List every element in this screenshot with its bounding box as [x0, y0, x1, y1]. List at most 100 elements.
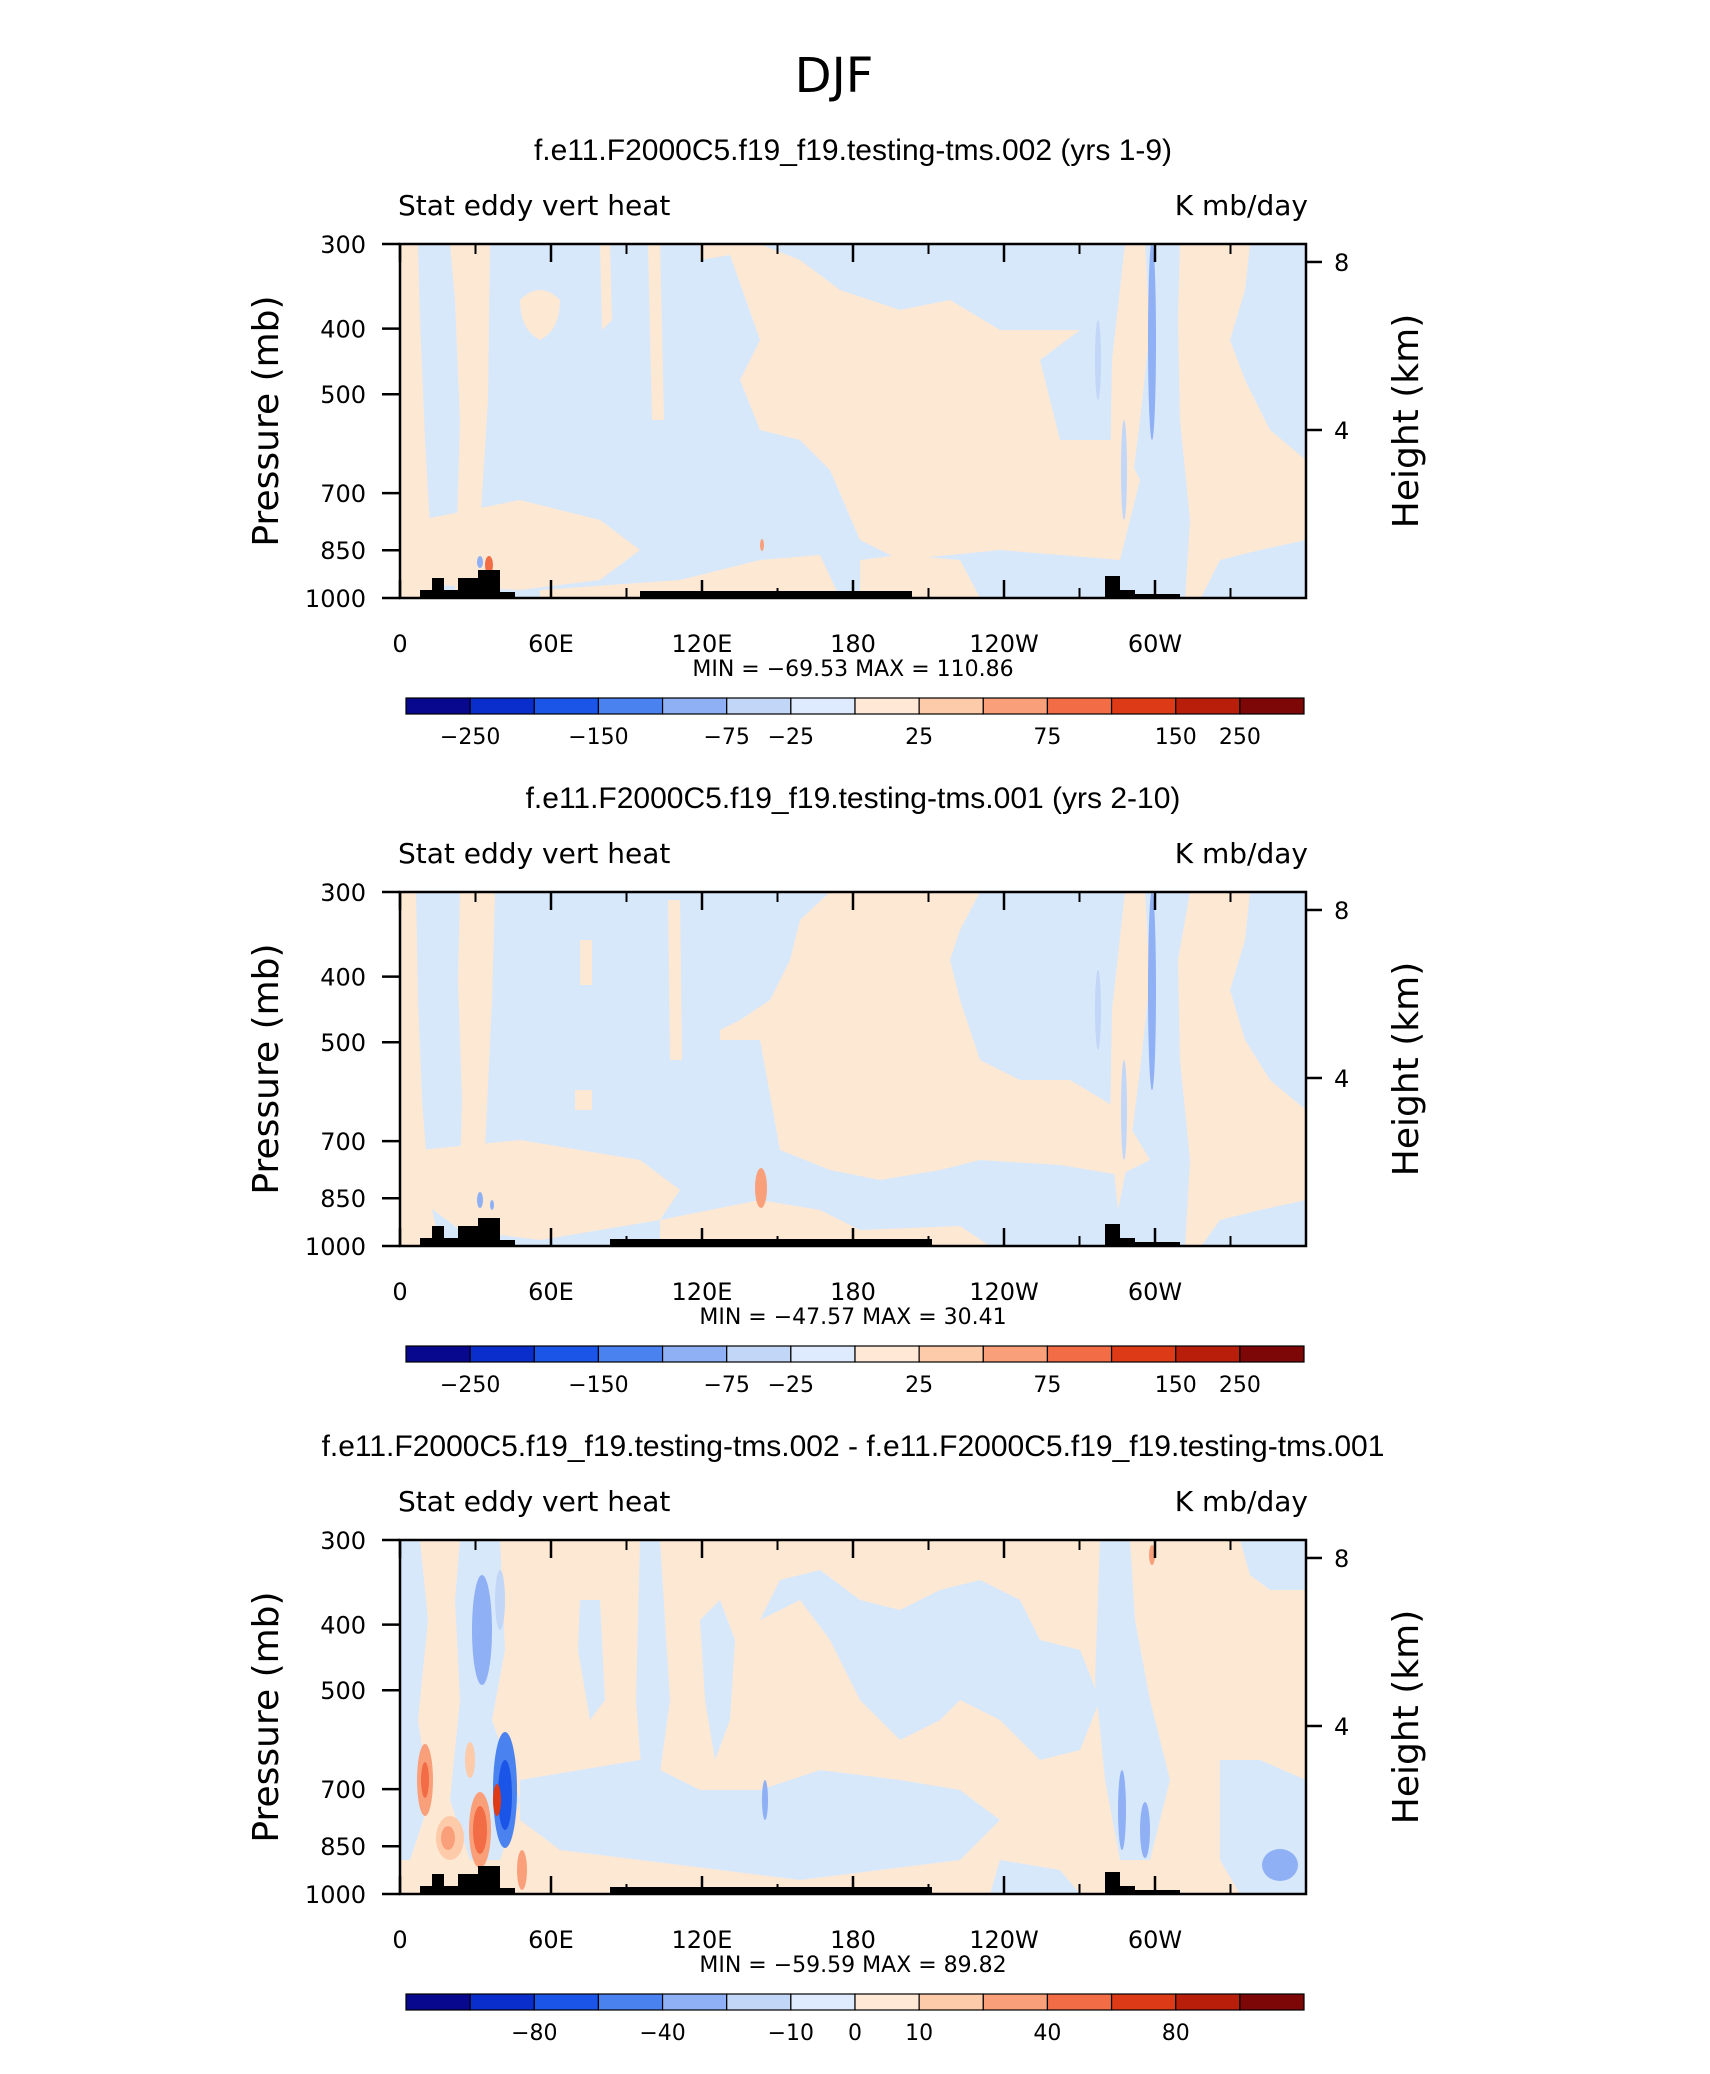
panel-2-lon-tick-label: 180	[830, 1278, 876, 1306]
panel-3-colorbar-label: −80	[511, 2021, 557, 2046]
panel-3-height-tick-label: 8	[1334, 1545, 1349, 1573]
panel-2-lon-tick-label: 0	[392, 1278, 407, 1306]
panel-2-pressure-tick-label: 700	[320, 1128, 366, 1156]
panel-1-colorbar-swatch	[726, 697, 792, 715]
panel-2-height-tick-label: 8	[1334, 897, 1349, 925]
panel-1-pressure-tick-label: 850	[320, 537, 366, 565]
panel-3-terrain-africa	[420, 1866, 515, 1894]
panel-1-colorbar-label: −150	[568, 725, 628, 750]
panel-3-variable-label: Stat eddy vert heat	[398, 1485, 670, 1518]
panel-1-pressure-axis-title: Pressure (mb)	[246, 295, 287, 546]
panel-1-lon-tick-label: 120W	[969, 630, 1039, 658]
panel-3-pressure-tick-label: 500	[320, 1677, 366, 1705]
panel-1-min-max-readout: MIN = −69.53 MAX = 110.86	[692, 657, 1013, 682]
panel-1-lon-tick-label: 60E	[528, 630, 574, 658]
panel-2-colorbar-swatch	[1175, 1345, 1241, 1363]
panel-1-colorbar-label: −75	[703, 725, 749, 750]
panel-1-pressure-tick-label: 1000	[305, 585, 366, 613]
panel-3-height-axis-title: Height (km)	[1386, 1610, 1427, 1824]
panel-1-colorbar-label: 75	[1033, 725, 1061, 750]
panel-3-contour-field	[400, 1540, 1306, 1894]
panel-1-pressure-tick-label: 500	[320, 381, 366, 409]
panel-3-colorbar-swatch	[918, 1993, 984, 2011]
panel-2-variable-label: Stat eddy vert heat	[398, 837, 670, 870]
panel-2-colorbar-label: −75	[703, 1373, 749, 1398]
panel-1-terrain-pacific	[640, 591, 912, 598]
panel-2-pressure-axis-title: Pressure (mb)	[246, 943, 287, 1194]
panel-1-colorbar-label: −25	[768, 725, 814, 750]
panel-3-colorbar-label: 0	[848, 2021, 862, 2046]
panel-1-lon-tick-label: 180	[830, 630, 876, 658]
panel-2-lon-tick-label: 120W	[969, 1278, 1039, 1306]
panel-1-lon-tick-label: 120E	[672, 630, 733, 658]
panel-3-colorbar-swatch	[854, 1993, 920, 2011]
panel-1-colorbar-swatch	[918, 697, 984, 715]
panel-2-units-label: K mb/day	[1175, 837, 1308, 870]
panel-3-colorbar-swatch	[469, 1993, 535, 2011]
panel-3-pressure-tick-label: 300	[320, 1527, 366, 1555]
panel-3-colorbar-label: −40	[639, 2021, 685, 2046]
panel-2-colorbar-label: −250	[440, 1373, 500, 1398]
panel-2-min-max-readout: MIN = −47.57 MAX = 30.41	[699, 1305, 1006, 1330]
panel-2-colorbar-label: 75	[1033, 1373, 1061, 1398]
panel-1-colorbar-swatch	[1110, 697, 1177, 715]
panel-3-pressure-tick-label: 1000	[305, 1881, 366, 1909]
panel-2-colorbar-swatch	[405, 1345, 471, 1363]
panel-3-colorbar-swatch	[1239, 1993, 1305, 2011]
panel-2-colorbar-swatch	[790, 1345, 856, 1363]
panel-1-colorbar-swatch	[854, 697, 920, 715]
panel-3-colorbar-swatch	[661, 1993, 728, 2011]
panel-3-colorbar-swatch	[1046, 1993, 1113, 2011]
panel-1-colorbar-swatch	[1239, 697, 1305, 715]
panel-1-height-tick-label: 8	[1334, 249, 1349, 277]
panel-1-pressure-tick-label: 300	[320, 231, 366, 259]
panel-2-contour-field	[400, 892, 1306, 1246]
panel-3-colorbar-label: 80	[1162, 2021, 1190, 2046]
figure-title: DJF	[795, 48, 874, 104]
panel-1-colorbar-label: 25	[905, 725, 933, 750]
panel-2: f.e11.F2000C5.f19_f19.testing-tms.001 (y…	[398, 782, 1308, 1248]
panel-1-pressure-tick-label: 700	[320, 480, 366, 508]
panel-1-colorbar-swatch	[533, 697, 600, 715]
panel-2-pressure-tick-label: 400	[320, 964, 366, 992]
panel-2-pressure-tick-label: 1000	[305, 1233, 366, 1261]
panel-3-title: f.e11.F2000C5.f19_f19.testing-tms.002 - …	[322, 1430, 1385, 1463]
panel-3-colorbar-label: −10	[768, 2021, 814, 2046]
panel-2-colorbar-label: 150	[1155, 1373, 1197, 1398]
panel-2-colorbar-swatch	[661, 1345, 728, 1363]
panel-3-terrain-pacific	[610, 1887, 932, 1894]
panel-1-pressure-tick-label: 400	[320, 316, 366, 344]
panel-2-colorbar-swatch	[854, 1345, 920, 1363]
panel-1-colorbar-label: −250	[440, 725, 500, 750]
panel-2-colorbar-label: −150	[568, 1373, 628, 1398]
panel-3-min-max-readout: MIN = −59.59 MAX = 89.82	[699, 1953, 1006, 1978]
panel-3-lon-tick-label: 180	[830, 1926, 876, 1954]
panel-1-terrain-americas	[1105, 576, 1180, 598]
panel-3-colorbar-label: 10	[905, 2021, 933, 2046]
panel-2-pressure-tick-label: 300	[320, 879, 366, 907]
panel-1-colorbar-swatch	[1175, 697, 1241, 715]
panel-1-height-axis-title: Height (km)	[1386, 314, 1427, 528]
panel-3: f.e11.F2000C5.f19_f19.testing-tms.002 - …	[322, 1430, 1385, 1896]
panel-3-pressure-tick-label: 850	[320, 1833, 366, 1861]
panel-2-colorbar-label: 25	[905, 1373, 933, 1398]
panel-2-colorbar-swatch	[1046, 1345, 1113, 1363]
panel-2-colorbar-swatch	[597, 1345, 664, 1363]
panel-3-units-label: K mb/day	[1175, 1485, 1308, 1518]
panel-2-title: f.e11.F2000C5.f19_f19.testing-tms.001 (y…	[526, 782, 1181, 815]
panel-3-height-tick-label: 4	[1334, 1713, 1349, 1741]
panel-3-pressure-tick-label: 700	[320, 1776, 366, 1804]
panel-3-colorbar-swatch	[982, 1993, 1049, 2011]
panel-2-pressure-tick-label: 850	[320, 1185, 366, 1213]
panel-3-colorbar-swatch	[533, 1993, 600, 2011]
panel-2-lon-tick-label: 60E	[528, 1278, 574, 1306]
panel-1-colorbar-swatch	[661, 697, 728, 715]
panel-2-terrain-americas	[1105, 1224, 1180, 1246]
panel-1-title: f.e11.F2000C5.f19_f19.testing-tms.002 (y…	[534, 134, 1172, 167]
panel-1: f.e11.F2000C5.f19_f19.testing-tms.002 (y…	[398, 134, 1308, 600]
panel-1-colorbar-swatch	[982, 697, 1049, 715]
panel-3-pressure-axis-title: Pressure (mb)	[246, 1591, 287, 1842]
panel-1-units-label: K mb/day	[1175, 189, 1308, 222]
panel-1-colorbar-label: 150	[1155, 725, 1197, 750]
